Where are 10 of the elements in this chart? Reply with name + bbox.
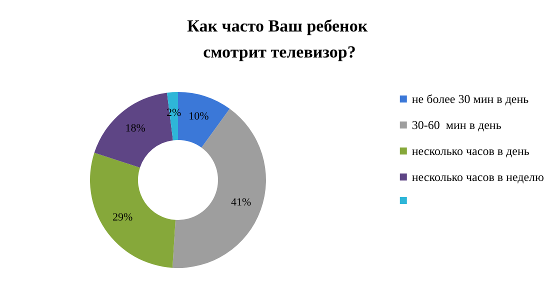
data-label: 10% [188,110,209,122]
data-label: 2% [166,107,182,120]
data-label: 41% [230,196,252,209]
chart-title: Как часто Ваш ребенок смотрит телевизор? [187,16,372,62]
data-label: 29% [112,212,133,224]
legend-label: несколько часов в неделю [412,170,544,184]
legend-label: не более 30 мин в день [412,92,530,106]
legend-label: несколько часов в день [412,144,530,158]
data-label: 18% [125,122,146,134]
legend-label: 30-60 мин в день [412,118,502,132]
